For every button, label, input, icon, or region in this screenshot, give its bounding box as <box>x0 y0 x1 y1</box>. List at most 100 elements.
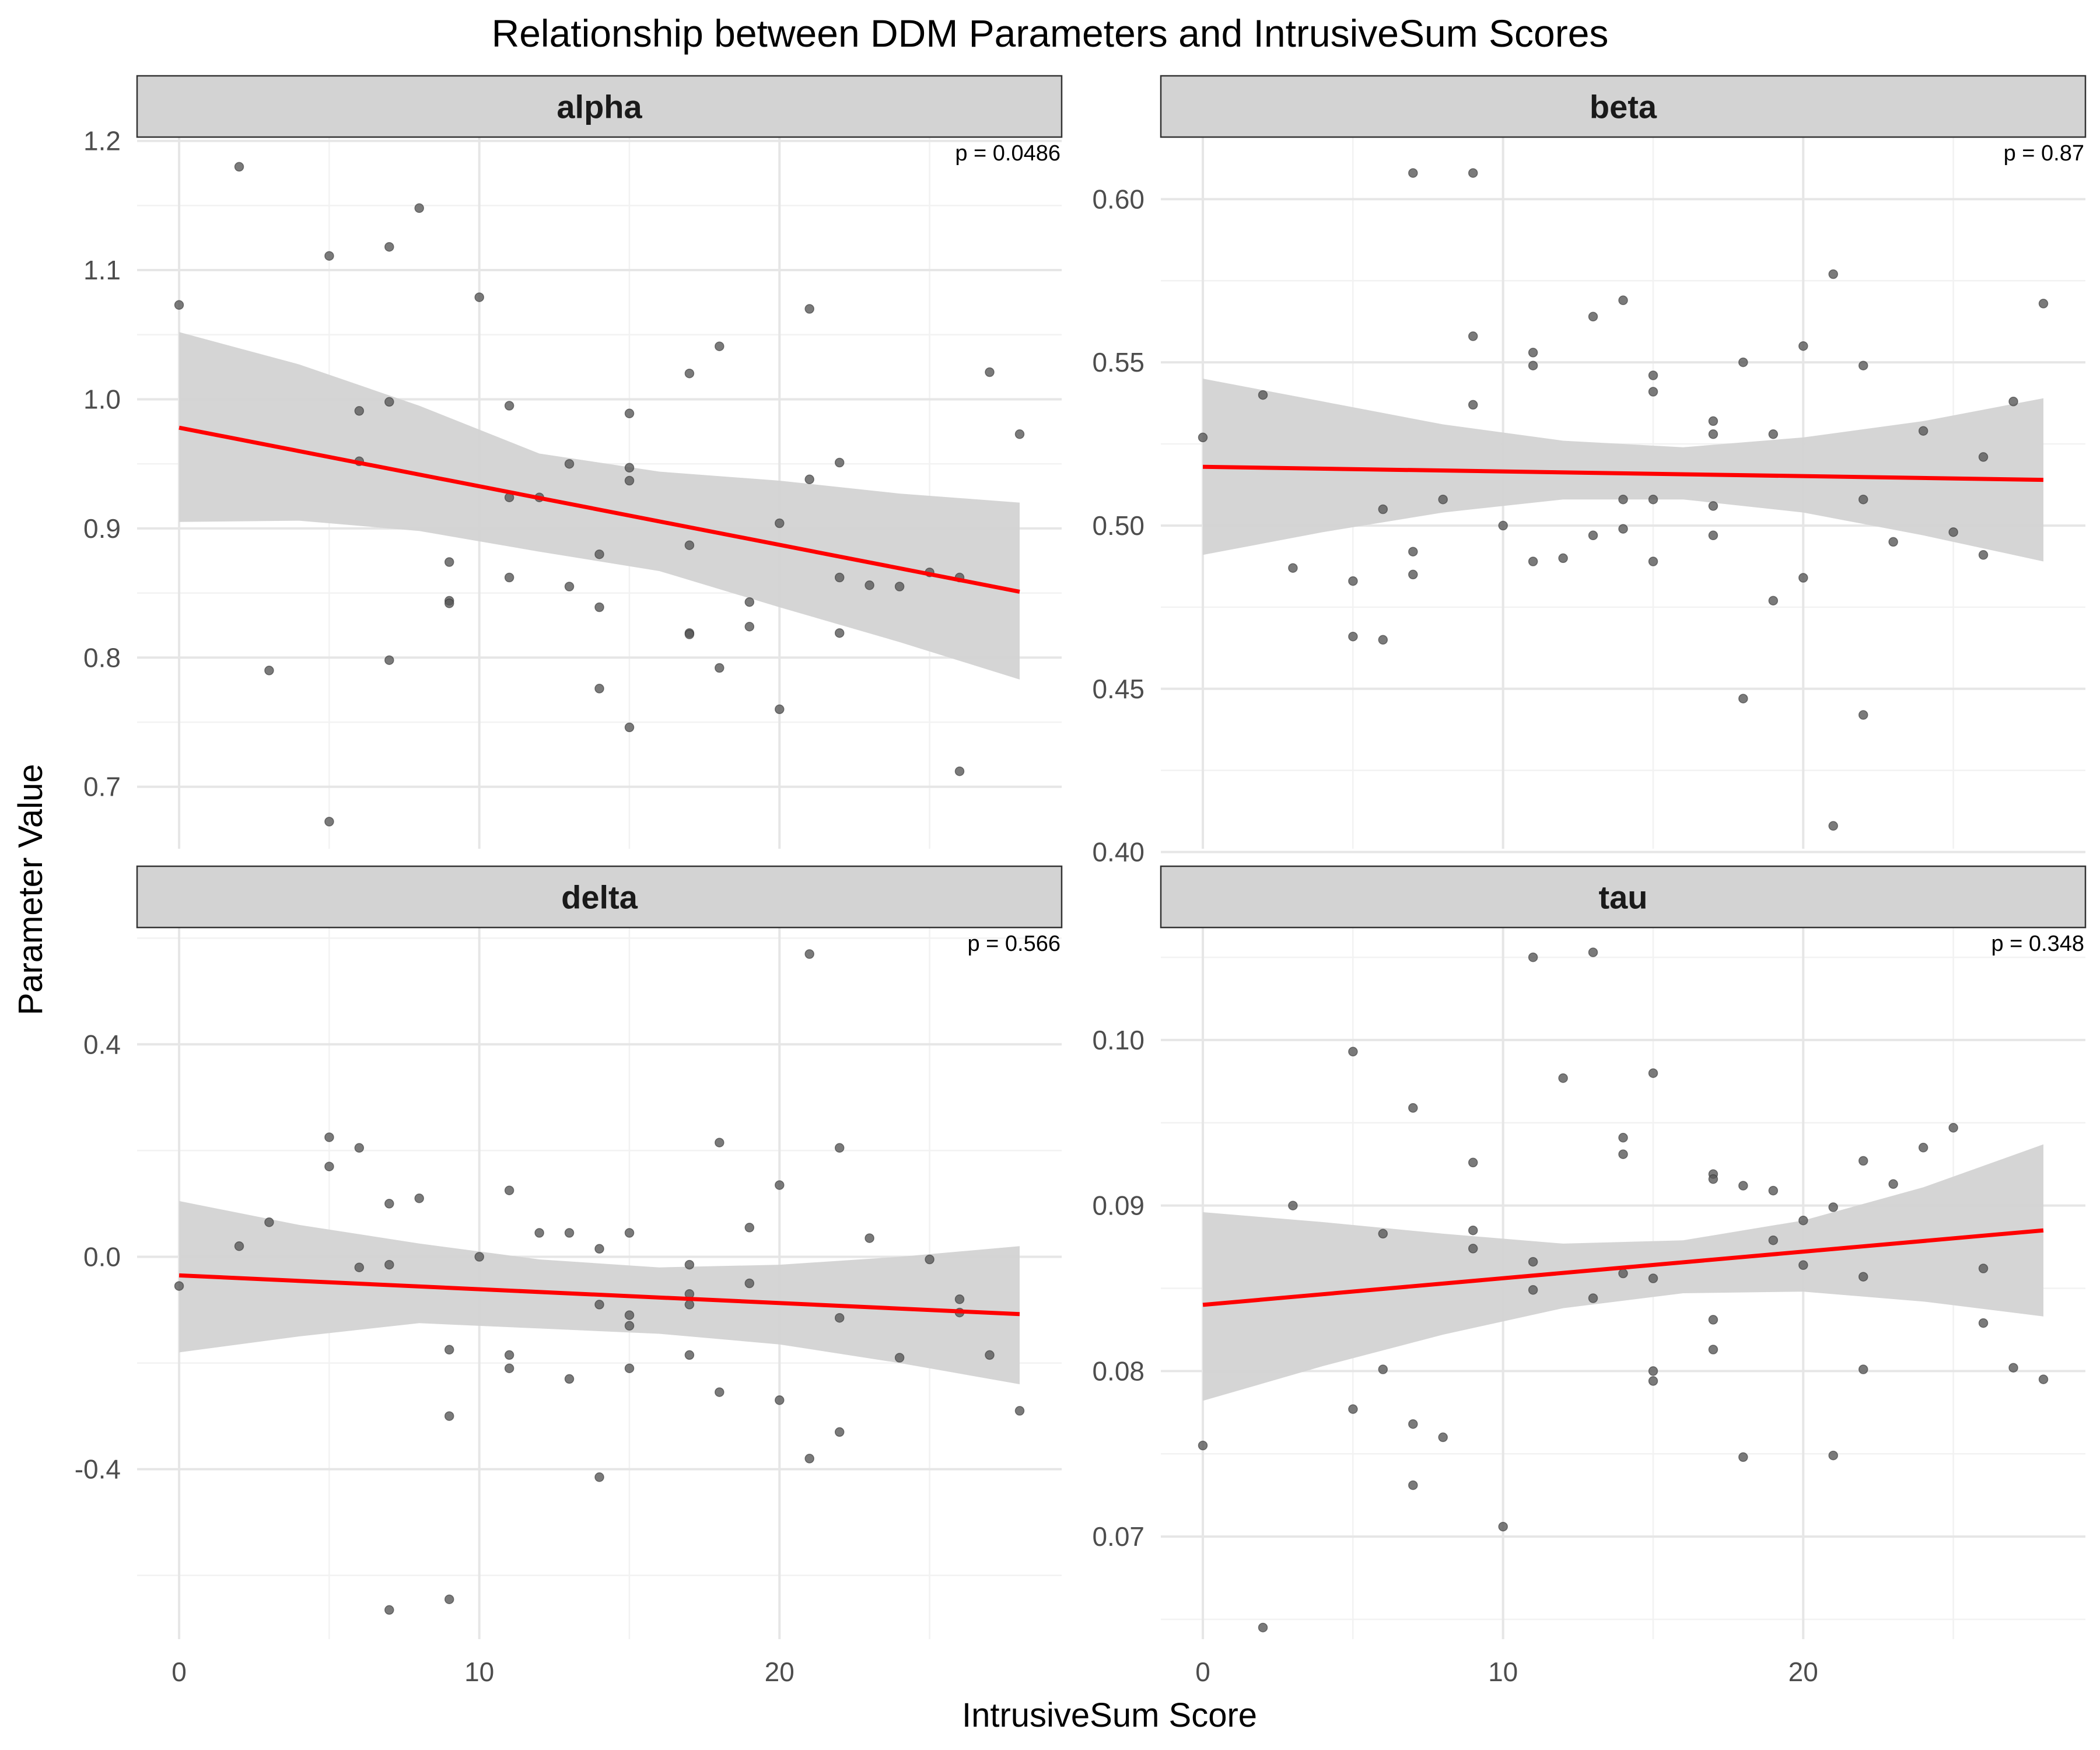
data-point <box>834 1427 845 1437</box>
data-point <box>1768 429 1779 439</box>
data-point <box>1468 1225 1478 1236</box>
data-point <box>1618 295 1628 306</box>
data-point <box>1708 530 1718 541</box>
data-point <box>894 582 905 592</box>
data-point <box>1738 357 1748 368</box>
data-point <box>1528 360 1538 370</box>
data-point <box>594 602 604 612</box>
y-tick-label: 1.2 <box>83 126 121 156</box>
data-point <box>354 1262 365 1272</box>
y-tick-label: 0.7 <box>83 772 121 802</box>
x-tick-label: 0 <box>172 1657 187 1687</box>
data-point <box>1648 1068 1658 1078</box>
data-point <box>1348 631 1358 642</box>
regression-line <box>1202 464 2044 482</box>
data-point <box>1798 341 1808 351</box>
data-point <box>1978 550 1989 560</box>
strip-label: beta <box>1590 89 1657 125</box>
data-point <box>1648 1366 1658 1376</box>
data-point <box>1858 360 1868 370</box>
data-point <box>684 540 695 550</box>
data-point <box>834 1312 845 1323</box>
data-point <box>1378 1228 1388 1239</box>
data-point <box>775 1180 785 1190</box>
data-point <box>384 655 394 665</box>
strip-alpha <box>136 75 1063 138</box>
data-point <box>2038 1374 2049 1384</box>
data-point <box>1014 429 1025 439</box>
data-point <box>324 817 334 827</box>
data-point <box>744 597 755 607</box>
x-axis-title: IntrusiveSum Score <box>962 1696 1257 1734</box>
data-point <box>1618 1149 1628 1159</box>
data-point <box>1768 1235 1779 1245</box>
confidence-band <box>179 332 1020 680</box>
data-point <box>1528 952 1538 963</box>
y-tick-label: 0.09 <box>1092 1191 1144 1221</box>
data-point <box>1528 348 1538 358</box>
strip-beta <box>1160 75 2087 138</box>
data-point <box>624 463 635 473</box>
y-tick-label: 0.8 <box>83 642 121 673</box>
y-tick-label: 0.55 <box>1092 347 1144 377</box>
data-point <box>744 621 755 632</box>
chart-title: Relationship between DDM Parameters and … <box>492 12 1609 55</box>
data-point <box>1468 1244 1478 1254</box>
data-point <box>1438 1432 1448 1443</box>
p-value-label: p = 0.566 <box>967 932 1060 956</box>
data-point <box>1648 1273 1658 1283</box>
x-tick-label: 10 <box>464 1657 494 1687</box>
data-point <box>1288 1200 1298 1210</box>
data-point <box>985 367 995 377</box>
data-point <box>775 1395 785 1405</box>
data-point <box>1918 1143 1929 1153</box>
data-point <box>684 368 695 379</box>
data-point <box>744 1278 755 1289</box>
confidence-band <box>1203 379 2043 562</box>
data-point <box>1768 596 1779 606</box>
data-point <box>624 1321 635 1331</box>
data-point <box>834 572 845 583</box>
y-tick-label: 0.50 <box>1092 510 1144 541</box>
data-point <box>234 162 244 172</box>
p-value-label: p = 0.348 <box>1991 932 2084 956</box>
confidence-band <box>179 1200 1020 1384</box>
data-point <box>564 1228 575 1238</box>
facet-tau: tau p = 0.348 0.07 0.08 0.09 0.10 0 10 20 <box>1092 865 2087 1687</box>
data-point <box>1708 501 1718 511</box>
data-point <box>564 459 575 469</box>
data-point <box>1498 520 1508 531</box>
data-point <box>384 397 394 407</box>
data-point <box>384 1199 394 1209</box>
strip-tau <box>1160 865 2087 929</box>
data-point <box>384 1259 394 1270</box>
data-point <box>1348 576 1358 586</box>
data-point <box>1798 1260 1808 1270</box>
y-axis-title: Parameter Value <box>12 764 50 1016</box>
data-point <box>684 629 695 639</box>
data-point <box>804 1454 814 1464</box>
strip-label: alpha <box>556 89 642 125</box>
y-tick-label: 0.10 <box>1092 1025 1144 1055</box>
data-point <box>1588 530 1598 541</box>
data-point <box>1408 569 1418 580</box>
data-point <box>324 1132 334 1142</box>
data-point <box>324 1161 334 1171</box>
data-point <box>324 251 334 261</box>
data-point <box>1648 494 1658 505</box>
data-point <box>834 628 845 638</box>
data-point <box>624 1310 635 1320</box>
data-point <box>384 1605 394 1615</box>
data-point <box>1888 537 1898 547</box>
data-point <box>775 704 785 715</box>
facet-panels: alpha p = 0.0486 0.7 0.8 0.9 1.0 1.1 1.2 beta p =… <box>75 75 2087 1687</box>
data-point <box>1258 1622 1268 1633</box>
data-point <box>1828 821 1838 831</box>
data-point <box>1948 527 1958 537</box>
p-value-label: p = 0.87 <box>2004 141 2084 166</box>
data-point <box>1438 494 1448 505</box>
data-point <box>444 1345 454 1355</box>
y-tick-label: 0.08 <box>1092 1356 1144 1386</box>
data-point <box>594 1244 604 1254</box>
data-point <box>834 457 845 468</box>
